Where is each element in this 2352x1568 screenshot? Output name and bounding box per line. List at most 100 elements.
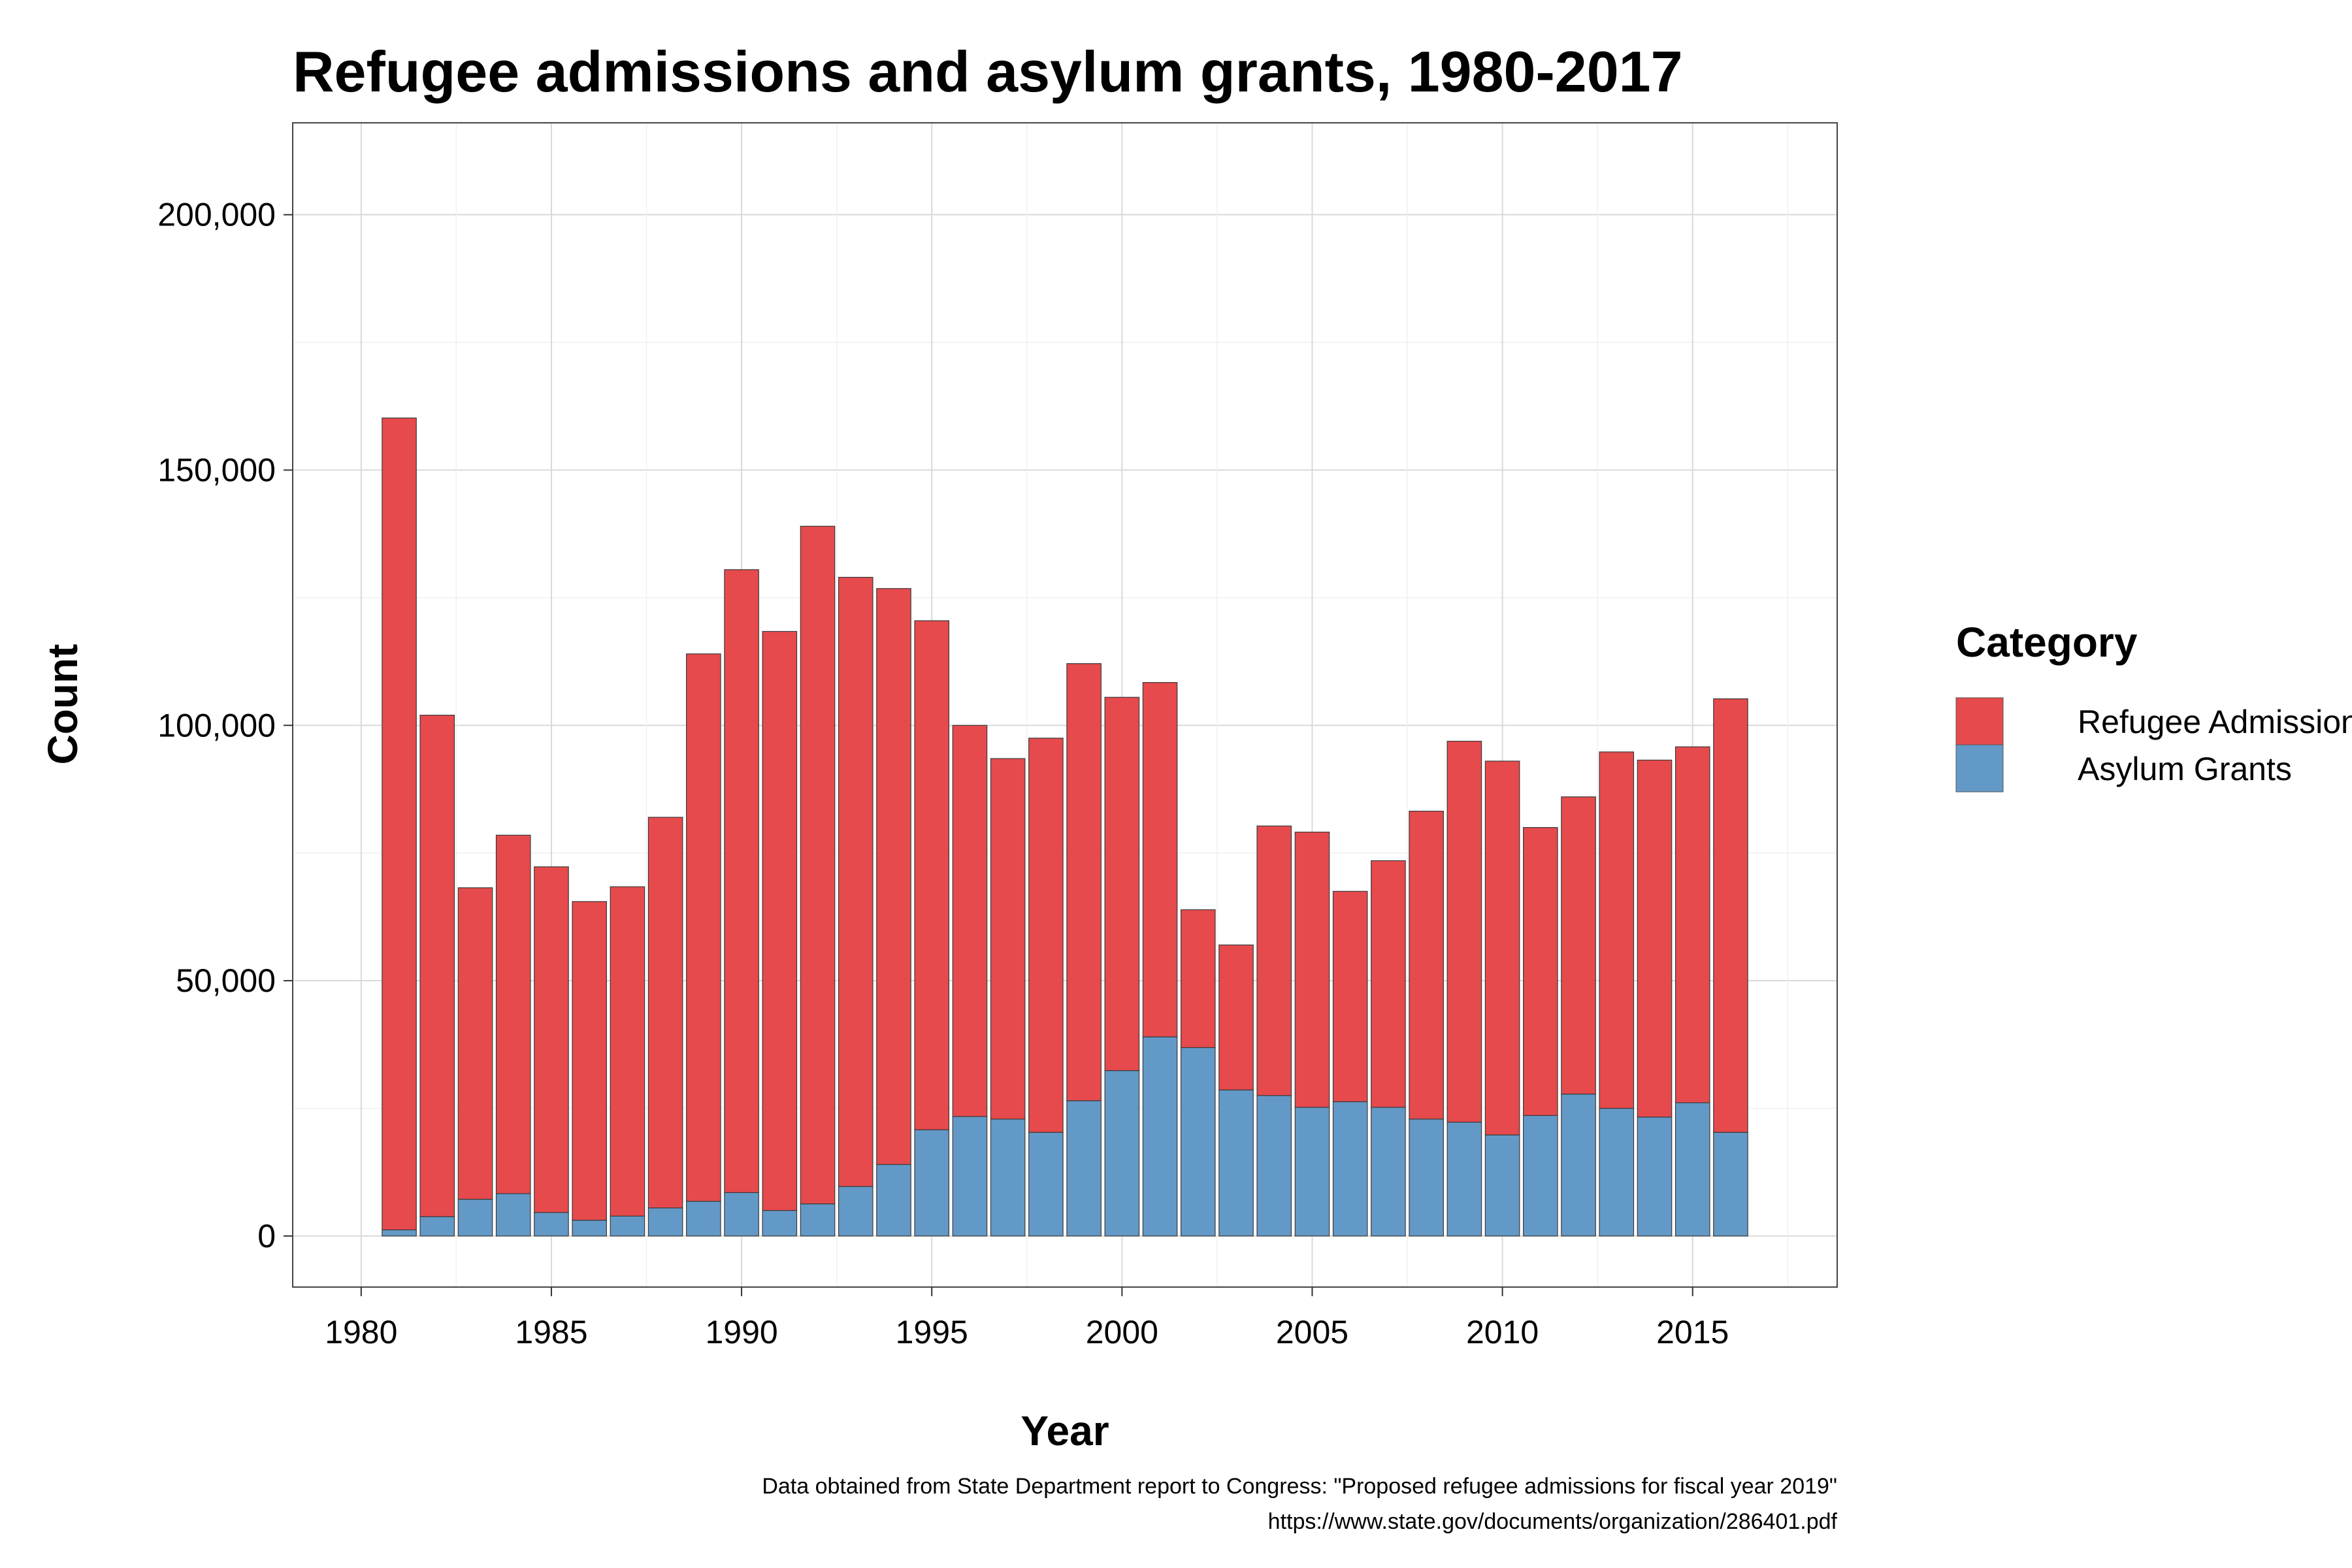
- bar-asylum-grants-1990: [724, 1192, 759, 1237]
- bar-asylum-grants-1986: [572, 1220, 607, 1237]
- bar-refugee-admissions-2011: [1523, 826, 1558, 1116]
- bar-asylum-grants-2003: [1218, 1089, 1254, 1237]
- bar-asylum-grants-1985: [534, 1212, 569, 1237]
- y-tick-label: 200,000: [157, 197, 276, 233]
- legend-label-asylum-grants: Asylum Grants: [2078, 751, 2292, 787]
- bar-refugee-admissions-1997: [990, 758, 1026, 1120]
- bar-refugee-admissions-1987: [610, 886, 645, 1217]
- bar-refugee-admissions-2010: [1484, 760, 1520, 1135]
- plot-panel: [292, 122, 1838, 1288]
- bar-asylum-grants-2005: [1294, 1107, 1330, 1237]
- x-tick-label: 2010: [1466, 1314, 1539, 1350]
- bars: [382, 417, 1748, 1237]
- x-axis-ticks: 1980 1985 1990 1995 2000 2005 2010 2015: [325, 1287, 1729, 1350]
- x-tick-label: 1985: [515, 1314, 587, 1350]
- y-axis-ticks: 0 50,000 100,000 150,000 200,000: [157, 197, 293, 1254]
- bar-asylum-grants-1991: [762, 1210, 798, 1237]
- bar-asylum-grants-1987: [610, 1215, 645, 1237]
- bar-asylum-grants-1992: [800, 1203, 836, 1237]
- bar-asylum-grants-1997: [990, 1119, 1026, 1237]
- bar-refugee-admissions-2003: [1218, 944, 1254, 1090]
- legend-swatch-asylum-grants: [1955, 744, 2004, 792]
- y-tick-label: 150,000: [157, 451, 276, 488]
- bar-refugee-admissions-2013: [1599, 751, 1635, 1109]
- bar-refugee-admissions-1991: [762, 630, 798, 1211]
- bar-refugee-admissions-1981: [382, 417, 417, 1231]
- bar-refugee-admissions-1994: [876, 588, 911, 1166]
- legend-swatch-refugee-admissions: [1955, 697, 2004, 745]
- bar-refugee-admissions-2008: [1409, 810, 1444, 1120]
- bar-refugee-admissions-1984: [495, 834, 531, 1194]
- chart-title: Refugee admissions and asylum grants, 19…: [293, 39, 1683, 104]
- x-axis-title: Year: [1021, 1407, 1109, 1454]
- bar-asylum-grants-2016: [1713, 1132, 1748, 1237]
- bar-refugee-admissions-2004: [1256, 825, 1292, 1096]
- bar-asylum-grants-1996: [952, 1116, 988, 1237]
- bar-refugee-admissions-1986: [572, 901, 607, 1221]
- bar-refugee-admissions-2016: [1713, 698, 1748, 1133]
- bar-asylum-grants-2004: [1256, 1095, 1292, 1237]
- legend-label-refugee-admissions: Refugee Admissions: [2078, 704, 2352, 740]
- bar-asylum-grants-2002: [1180, 1047, 1216, 1237]
- bar-asylum-grants-1989: [686, 1201, 721, 1237]
- caption-source: Data obtained from State Department repo…: [762, 1474, 1837, 1499]
- caption-url: https://www.state.gov/documents/organiza…: [1268, 1509, 1838, 1534]
- bar-refugee-admissions-1996: [952, 725, 988, 1117]
- bar-refugee-admissions-2009: [1446, 740, 1482, 1123]
- y-tick-label: 100,000: [157, 707, 276, 743]
- bar-asylum-grants-2012: [1561, 1093, 1596, 1237]
- bar-asylum-grants-2010: [1484, 1134, 1520, 1237]
- bar-asylum-grants-1988: [647, 1207, 683, 1237]
- y-axis-title: Count: [39, 644, 86, 765]
- legend: Category Refugee Admissions Asylum Grant…: [1955, 619, 2352, 792]
- bar-asylum-grants-1981: [382, 1229, 417, 1237]
- bar-asylum-grants-2015: [1674, 1102, 1710, 1237]
- bar-asylum-grants-2013: [1599, 1107, 1635, 1237]
- bar-refugee-admissions-1988: [647, 817, 683, 1209]
- x-tick-label: 2000: [1086, 1314, 1158, 1350]
- bar-asylum-grants-1994: [876, 1164, 911, 1237]
- bar-asylum-grants-2011: [1523, 1115, 1558, 1237]
- bar-refugee-admissions-2006: [1332, 890, 1368, 1102]
- bar-refugee-admissions-1995: [914, 620, 950, 1130]
- bar-refugee-admissions-2001: [1142, 682, 1178, 1037]
- bar-refugee-admissions-2005: [1294, 832, 1330, 1108]
- bar-asylum-grants-2008: [1409, 1119, 1444, 1237]
- bar-asylum-grants-1983: [457, 1198, 493, 1237]
- bar-asylum-grants-1984: [495, 1193, 531, 1237]
- bar-refugee-admissions-1982: [419, 715, 455, 1217]
- bar-asylum-grants-2001: [1142, 1036, 1178, 1237]
- bar-asylum-grants-2006: [1332, 1101, 1368, 1237]
- bar-refugee-admissions-1999: [1066, 663, 1102, 1102]
- y-tick-label: 0: [257, 1218, 276, 1254]
- bar-refugee-admissions-2015: [1674, 746, 1710, 1103]
- bar-refugee-admissions-1989: [686, 653, 721, 1202]
- x-tick-label: 2005: [1276, 1314, 1348, 1350]
- bar-refugee-admissions-1992: [800, 525, 836, 1205]
- bar-refugee-admissions-1983: [457, 887, 493, 1200]
- bar-refugee-admissions-1998: [1028, 738, 1064, 1133]
- bar-asylum-grants-1993: [838, 1186, 874, 1237]
- x-tick-label: 1980: [325, 1314, 397, 1350]
- bar-asylum-grants-2000: [1104, 1070, 1140, 1237]
- bar-refugee-admissions-2000: [1104, 696, 1140, 1071]
- x-tick-label: 1995: [896, 1314, 968, 1350]
- bar-asylum-grants-2014: [1637, 1117, 1673, 1237]
- bar-refugee-admissions-2007: [1371, 860, 1406, 1108]
- bar-refugee-admissions-2014: [1637, 759, 1673, 1118]
- bar-asylum-grants-1995: [914, 1129, 950, 1237]
- bar-asylum-grants-1999: [1066, 1100, 1102, 1237]
- bar-asylum-grants-2007: [1371, 1107, 1406, 1237]
- bar-asylum-grants-1998: [1028, 1132, 1064, 1237]
- bar-refugee-admissions-1993: [838, 577, 874, 1187]
- bar-asylum-grants-1982: [419, 1216, 455, 1237]
- legend-title: Category: [1956, 619, 2138, 666]
- x-tick-label: 1990: [705, 1314, 777, 1350]
- bar-refugee-admissions-2012: [1561, 796, 1596, 1095]
- bar-refugee-admissions-2002: [1180, 909, 1216, 1049]
- bar-asylum-grants-2009: [1446, 1121, 1482, 1237]
- bar-refugee-admissions-1990: [724, 569, 759, 1194]
- x-tick-label: 2015: [1656, 1314, 1729, 1350]
- bar-refugee-admissions-1985: [534, 866, 569, 1213]
